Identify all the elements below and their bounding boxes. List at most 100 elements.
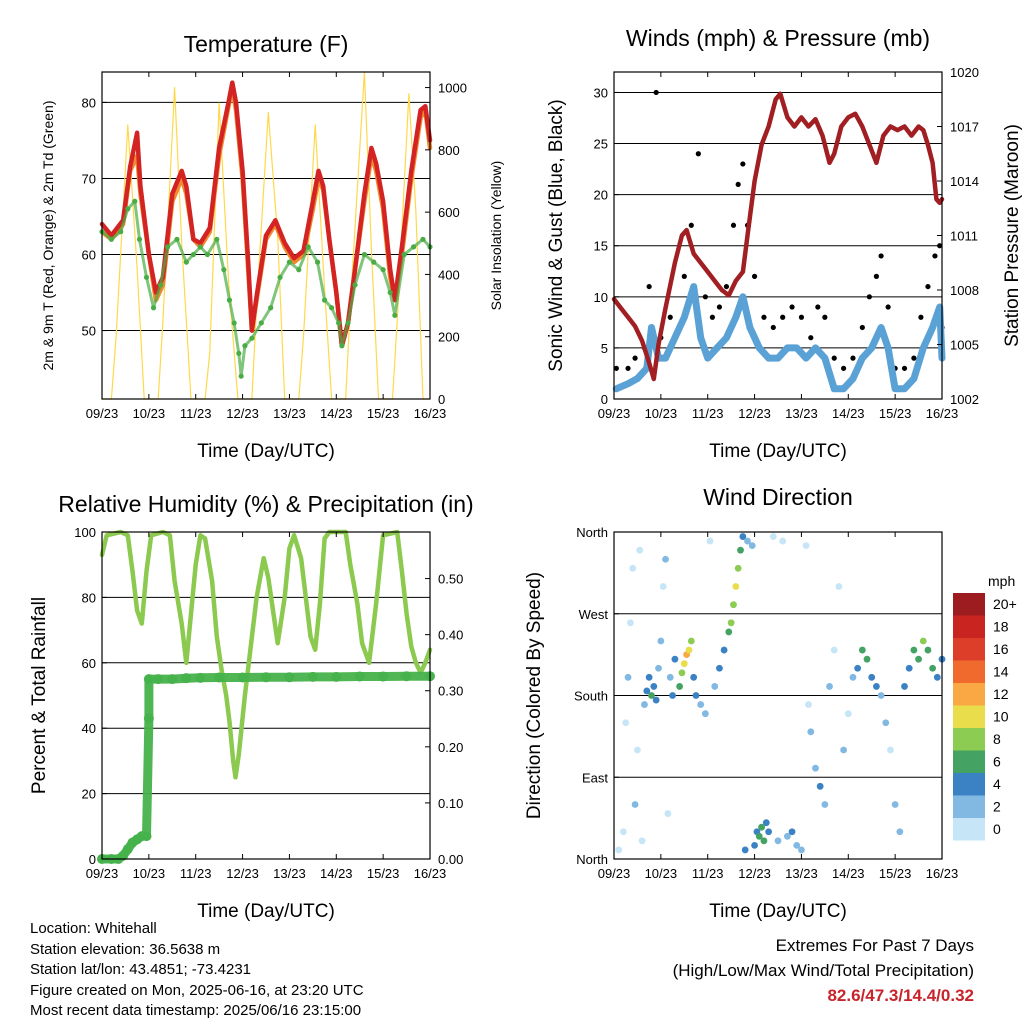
temperature-y2tick-label: 200	[438, 330, 460, 345]
temperature-ytick-label: 70	[82, 171, 96, 186]
direction-point	[760, 837, 768, 845]
direction-point	[849, 673, 857, 681]
temperature-xtick-label: 09/23	[86, 406, 119, 421]
direction-point	[758, 823, 765, 831]
direction-point	[641, 701, 648, 708]
colorbar-swatch	[953, 818, 985, 841]
winds-series-0-point	[735, 181, 741, 188]
temperature-xtick-label: 14/23	[320, 406, 353, 421]
direction-point	[636, 546, 644, 554]
humidity-ytick-label: 20	[82, 787, 96, 802]
winds-xtick-label: 09/23	[598, 406, 631, 421]
direction-point	[793, 841, 801, 849]
direction-point	[659, 583, 667, 590]
winds-ytick-label: 5	[601, 341, 608, 356]
winds-series-0-point	[873, 273, 880, 279]
winds-series-0-point	[709, 314, 716, 320]
temperature-title: Temperature (F)	[184, 31, 349, 57]
direction-point	[915, 655, 922, 663]
direction-point	[666, 673, 674, 681]
winds-ytick-label: 30	[594, 85, 608, 100]
direction-point	[737, 546, 744, 554]
humidity-series-0-line	[99, 529, 433, 780]
direction-point	[687, 637, 695, 645]
direction-xtick-label: 10/23	[645, 866, 678, 881]
colorbar-title: mph	[988, 573, 1015, 589]
direction-point	[788, 828, 796, 836]
winds-series-0-point	[878, 253, 884, 259]
winds-xtick-label: 10/23	[645, 406, 678, 421]
direction-point	[671, 655, 679, 663]
direction-point	[910, 646, 918, 654]
temperature-ytick-label: 50	[82, 324, 96, 339]
winds-series-0-point	[723, 283, 730, 290]
direction-xtick-label: 16/23	[926, 866, 959, 881]
direction-point	[615, 846, 623, 854]
winds-series-0-point	[798, 314, 805, 320]
direction-point	[645, 673, 653, 681]
winds-series-0-point	[780, 314, 786, 320]
humidity-ytick-label: 80	[82, 590, 96, 605]
direction-ytick-label: North	[576, 852, 608, 867]
direction-xtick-label: 11/23	[692, 866, 724, 881]
direction-point	[690, 673, 698, 681]
winds-y2tick-label: 1005	[950, 338, 979, 353]
humidity-xtick-label: 12/23	[226, 866, 259, 881]
direction-point	[657, 637, 665, 645]
direction-point	[812, 764, 819, 772]
winds-xtick-label: 12/23	[738, 406, 771, 421]
direction-point	[840, 746, 847, 754]
direction-point	[901, 683, 908, 690]
winds-y2tick-label: 1020	[950, 65, 979, 80]
direction-point	[905, 664, 913, 672]
winds-series-0-point	[740, 161, 746, 167]
colorbar-label: 8	[993, 731, 1001, 747]
direction-point	[830, 646, 838, 654]
direction-point	[720, 646, 728, 654]
direction-point	[924, 646, 932, 654]
colorbar-swatch	[953, 683, 985, 706]
direction-point	[648, 692, 655, 699]
winds-series-0-point	[667, 314, 673, 320]
direction-point	[678, 669, 686, 677]
humidity-xtick-label: 10/23	[133, 866, 166, 881]
direction-point	[854, 664, 862, 672]
direction-point	[725, 628, 733, 636]
direction-ytick-label: South	[574, 689, 608, 704]
direction-point	[619, 828, 627, 836]
colorbar-label: 4	[993, 776, 1001, 792]
humidity-y2tick-label: 0.00	[438, 852, 463, 867]
winds-ytick-label: 0	[601, 392, 608, 407]
temperature-xtick-label: 10/23	[133, 406, 166, 421]
winds-y2tick-label: 1011	[950, 229, 978, 244]
temperature-series-2-line	[99, 80, 433, 349]
humidity-xtick-label: 14/23	[320, 866, 353, 881]
direction-xtick-label: 13/23	[785, 866, 818, 881]
direction-ytick-label: West	[579, 607, 609, 622]
direction-point	[816, 782, 824, 790]
winds-ytick-label: 10	[594, 290, 608, 305]
direction-point	[622, 719, 630, 727]
winds-title: Winds (mph) & Pressure (mb)	[626, 25, 930, 51]
station-info: Location: Whitehall Station elevation: 3…	[30, 919, 364, 1022]
direction-point	[685, 646, 693, 654]
winds-ytick-label: 15	[594, 239, 608, 254]
direction-point	[692, 692, 700, 699]
direction-point	[727, 619, 735, 627]
direction-ytick-label: East	[582, 770, 608, 785]
winds-xtick-label: 16/23	[926, 406, 959, 421]
winds-series-0-point	[695, 151, 701, 157]
winds-ytick-label: 20	[594, 188, 608, 203]
direction-point	[730, 601, 737, 609]
temperature-y2tick-label: 0	[438, 392, 445, 407]
created-text: Figure created on Mon, 2025-06-16, at 23…	[30, 981, 364, 999]
direction-ytick-label: North	[576, 525, 608, 540]
direction-point	[662, 555, 669, 563]
direction-point	[634, 746, 641, 754]
humidity-ytick-label: 40	[82, 721, 96, 736]
direction-point	[873, 683, 880, 690]
humidity-title: Relative Humidity (%) & Precipitation (i…	[58, 491, 473, 517]
direction-point	[769, 533, 777, 540]
elevation-text: Station elevation: 36.5638 m	[30, 940, 221, 958]
direction-title: Wind Direction	[703, 484, 853, 510]
